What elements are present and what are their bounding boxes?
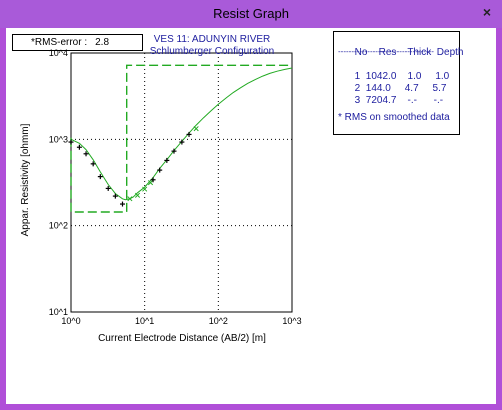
- layer-table-separator: ------------------------------------: [338, 47, 434, 56]
- rms-error-box: *RMS-error : 2.8: [12, 34, 143, 51]
- layer-3-thick: -.-: [407, 95, 417, 106]
- smoothed-point-b: [134, 192, 141, 198]
- resistivity-chart: 10^0 10^1 10^2 10^310^110^210^310^4 VES 11:…: [20, 34, 302, 344]
- header-depth: Depth: [436, 47, 464, 58]
- rms-error-label: *RMS-error :: [31, 37, 88, 48]
- rms-note: * RMS on smoothed data: [338, 112, 450, 123]
- graph-client-area: 10^0 10^1 10^2 10^3 10^1 10^2 10^3 10^4 VES 11:…: [6, 28, 496, 404]
- model-curve-group: [70, 67, 293, 201]
- x-tick-label: 10^3: [282, 316, 301, 326]
- y-tick-label: 10^2: [49, 221, 68, 231]
- x-axis-label: Current Electrode Distance (AB/2) [m]: [98, 333, 266, 344]
- layer-row-1: 1 1042.0 1.0 1.0: [338, 60, 450, 93]
- plot-grid: [71, 53, 292, 312]
- layer-2-thick: 4.7: [404, 83, 419, 94]
- layer-model-group: [70, 64, 292, 213]
- layer-row-3: 3 7204.7 -.- -.-: [338, 84, 443, 117]
- layer-1-no: 1: [354, 71, 361, 82]
- layer-3-depth: -.-: [433, 95, 444, 106]
- smoothed-point-b: [147, 180, 154, 186]
- chart-subtitle: Schlumberger Configuration: [150, 46, 275, 57]
- x-tick-label: 10^1: [135, 316, 154, 326]
- window-title: Resist Graph: [213, 6, 289, 21]
- rms-error-value: 2.8: [95, 37, 110, 48]
- axis-ticks: 10^0 10^1 10^2 10^310^110^210^310^4: [49, 48, 302, 326]
- layer-row-2: 2 144.0 4.7 5.7: [338, 72, 447, 105]
- smoothed-point-b: [193, 126, 199, 132]
- layer-2-depth: 5.7: [432, 83, 447, 94]
- layer-3-res: 7204.7: [365, 95, 397, 106]
- y-tick-label: 10^4: [49, 48, 68, 58]
- header-no: No: [354, 47, 368, 58]
- y-tick-label: 10^1: [49, 307, 68, 317]
- layer-1-depth: 1.0: [435, 71, 450, 82]
- layer-3-no: 3: [354, 95, 361, 106]
- layer-2-res: 144.0: [365, 83, 391, 94]
- header-res: Res: [378, 47, 397, 58]
- layer-table: No Res Thick Depth ---------------------…: [333, 31, 464, 135]
- layer-1-thick: 1.0: [407, 71, 422, 82]
- y-tick-label: 10^3: [49, 134, 68, 144]
- layer-1-res: 1042.0: [365, 71, 397, 82]
- window-titlebar: Resist Graph ×: [0, 0, 502, 28]
- x-tick-label: 10^2: [209, 316, 228, 326]
- x-tick-label: 10^0: [61, 316, 80, 326]
- layer-model-line: [70, 64, 292, 213]
- close-icon[interactable]: ×: [482, 4, 491, 20]
- smoothed-point-b: [142, 186, 148, 192]
- header-thick: Thick: [407, 47, 432, 58]
- observed-points-group: [68, 126, 199, 207]
- plot-frame: [70, 52, 293, 313]
- chart-title: VES 11: ADUNYIN RIVER: [154, 34, 271, 45]
- layer-2-no: 2: [354, 83, 361, 94]
- smoothed-point-b: [127, 196, 133, 202]
- model-curve-line: [70, 67, 293, 201]
- layer-table-header: No Res Thick Depth: [338, 36, 464, 69]
- y-axis-label: Appar. Resistivity [ohmm]: [20, 123, 31, 236]
